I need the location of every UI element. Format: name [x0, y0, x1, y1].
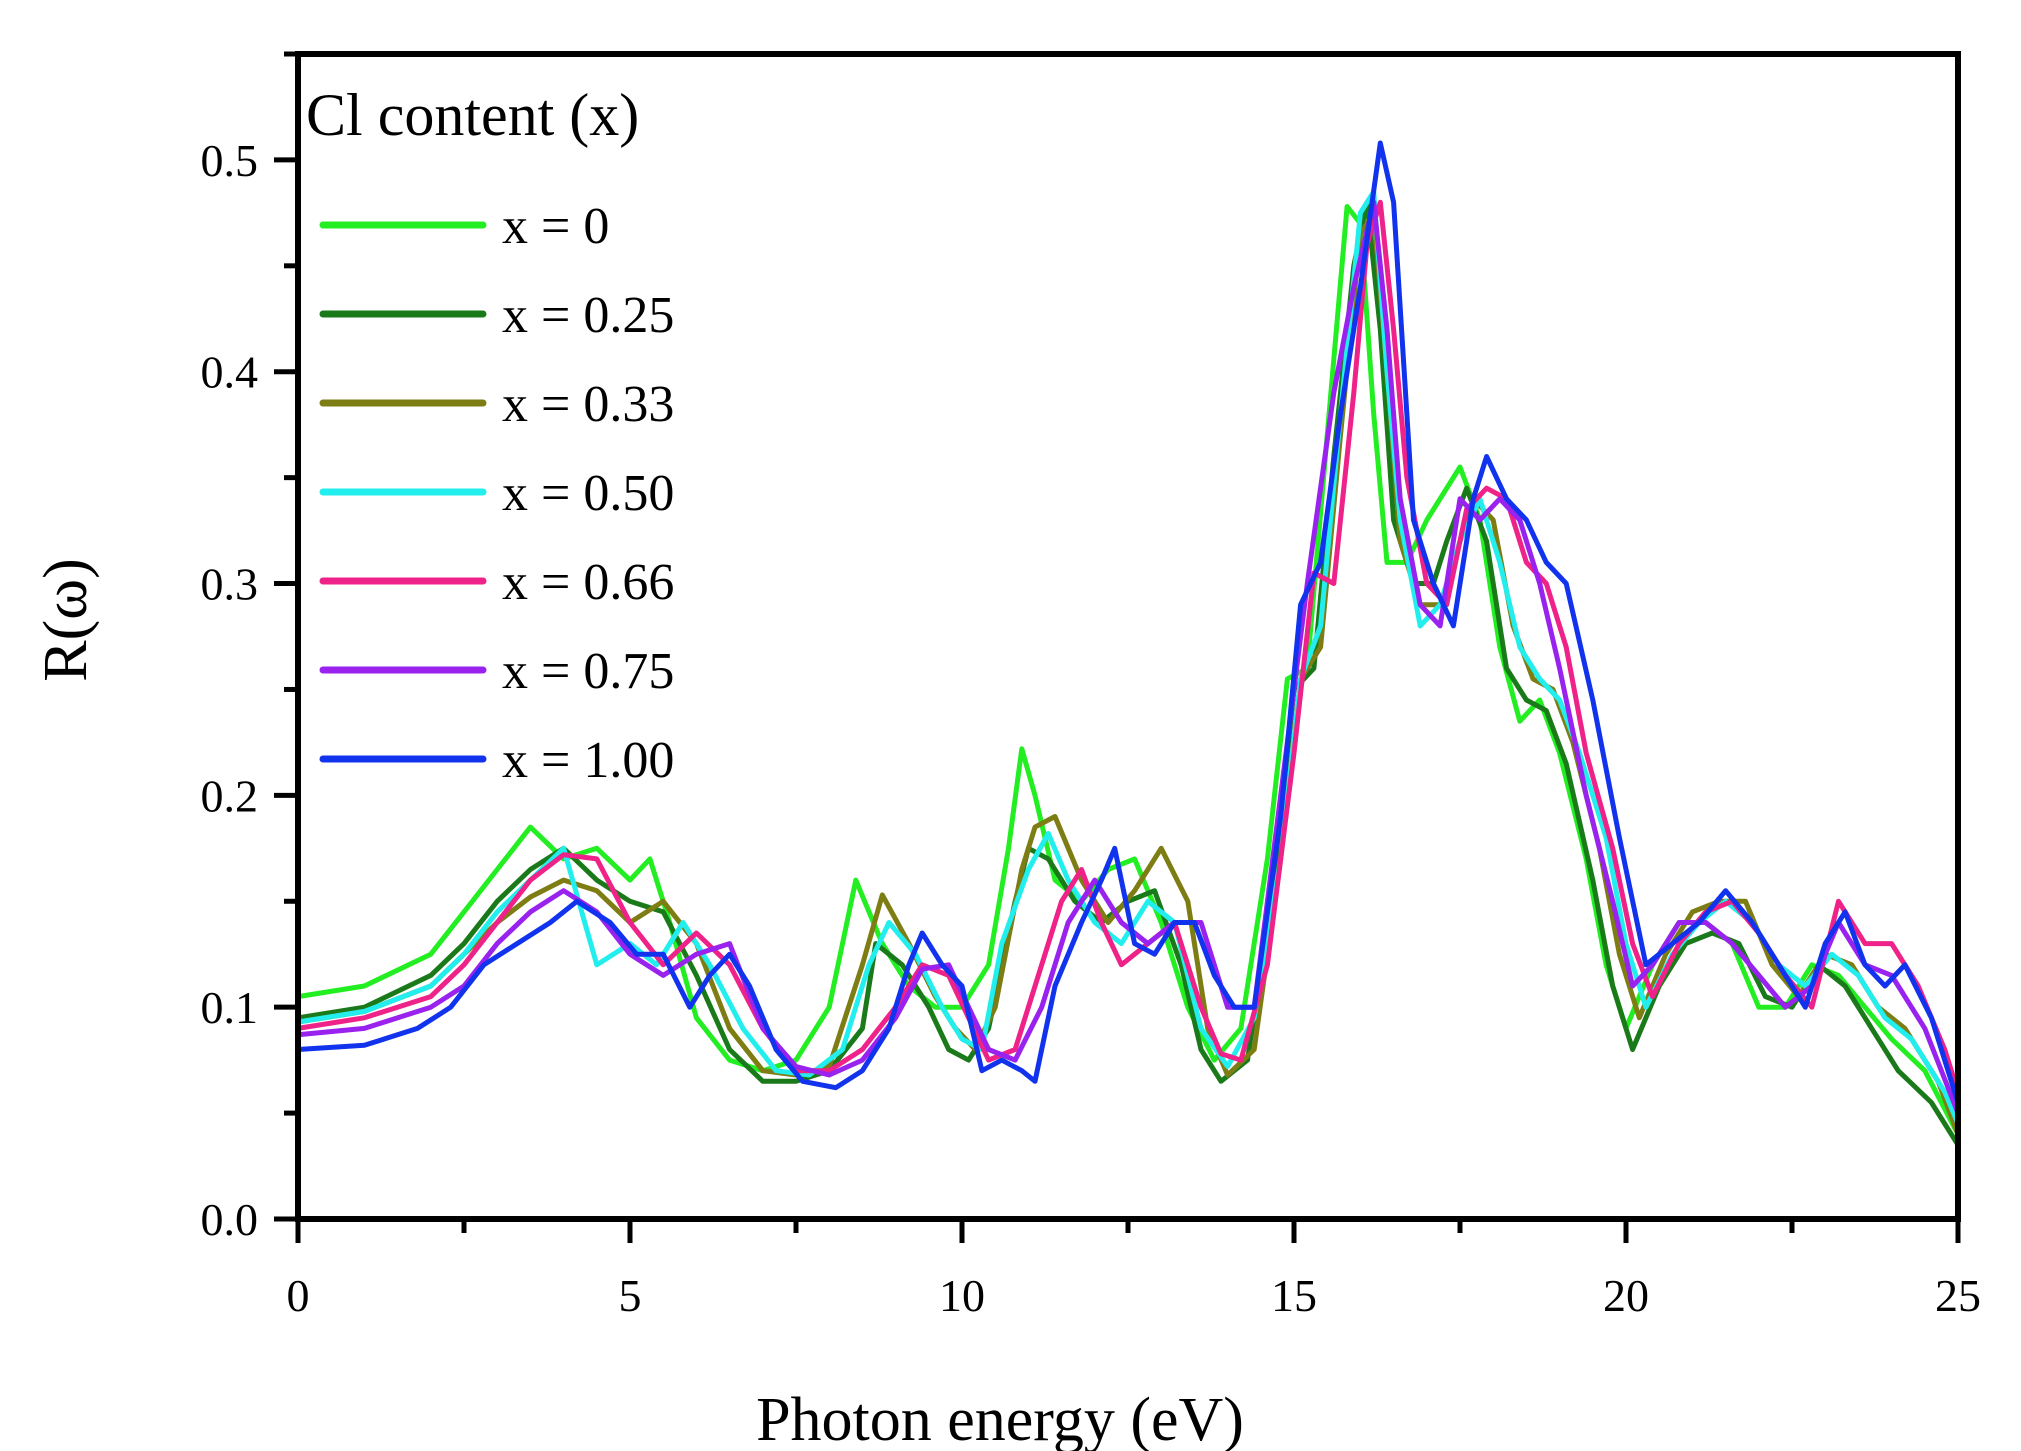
- legend-label: x = 0.25: [502, 287, 674, 344]
- y-tick-label: 0.2: [201, 770, 259, 821]
- legend-label: x = 1.00: [502, 732, 674, 789]
- series-line-6: [295, 140, 1961, 1105]
- y-tick-label: 0.4: [201, 347, 259, 398]
- x-tick-label: 20: [1603, 1270, 1649, 1321]
- x-tick-label: 10: [939, 1270, 985, 1321]
- legend-label: x = 0.75: [502, 643, 674, 700]
- x-tick-label: 5: [619, 1270, 642, 1321]
- legend-label: x = 0: [502, 198, 609, 255]
- y-tick-label: 0.0: [201, 1194, 259, 1245]
- legend-label: x = 0.33: [502, 376, 674, 433]
- y-axis-label: R(ω): [32, 558, 100, 681]
- y-tick-label: 0.5: [201, 135, 259, 186]
- y-tick-label: 0.1: [201, 982, 259, 1033]
- axes-layer: 0 5 10 15 20 25 0.0 0.1 0.2 0.3 0.4 0.5: [201, 51, 1981, 1321]
- legend-label: x = 0.50: [502, 465, 674, 522]
- x-tick-label: 15: [1271, 1270, 1317, 1321]
- series-line-1: [295, 199, 1961, 1148]
- x-tick-label: 25: [1935, 1270, 1981, 1321]
- y-tick-label: 0.3: [201, 559, 259, 610]
- legend-title: Cl content (x): [306, 82, 639, 148]
- legend: Cl content (x) x = 0 x = 0.25 x = 0.33 x = …: [306, 82, 674, 789]
- legend-label: x = 0.66: [502, 554, 674, 611]
- series-layer: [295, 140, 1961, 1148]
- x-axis-label: Photon energy (eV): [756, 1386, 1244, 1451]
- x-tick-label: 0: [287, 1270, 310, 1321]
